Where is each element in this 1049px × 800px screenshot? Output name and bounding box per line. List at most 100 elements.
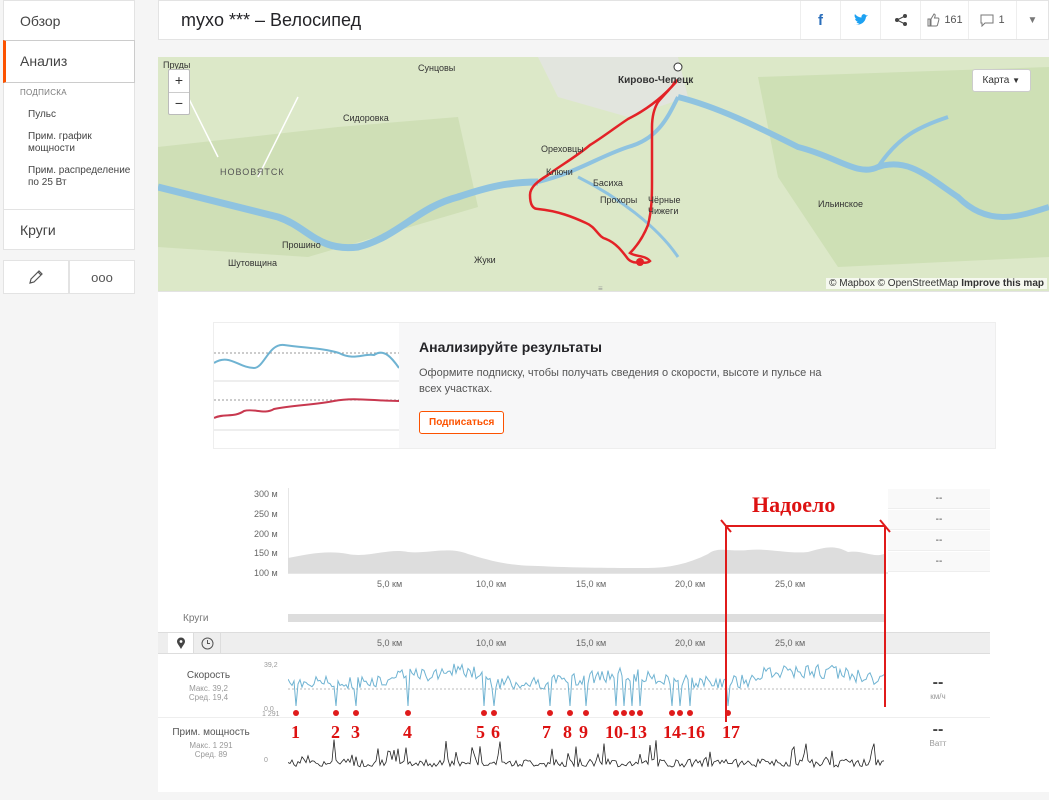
stream-x-tick: 15,0 км	[576, 638, 607, 648]
speed-graph[interactable]	[288, 658, 888, 718]
sidebar-item-power-distribution[interactable]: Прим. распределение по 25 Вт	[28, 165, 131, 188]
subscribe-button[interactable]: Подписаться	[419, 411, 505, 434]
annotation-marker: 4	[403, 722, 412, 742]
clock-icon	[201, 637, 214, 649]
power-value: --	[932, 721, 944, 738]
map-label-proshino: Прошино	[282, 240, 321, 250]
mapbox-credit-link[interactable]: © Mapbox	[829, 278, 875, 289]
osm-credit-link[interactable]: © OpenStreetMap	[877, 278, 959, 289]
route-map[interactable]: Пруды Сунцовы Кирово-Чепецк Сидоровка НО…	[158, 57, 1049, 291]
map-label-klyuchi: Ключи	[546, 167, 573, 177]
speed-stream: Скорость Макс. 39,2 Сред. 19,4 39,2 0,0 …	[158, 658, 990, 718]
annotation-marker: 6	[491, 722, 500, 742]
elev-x-tick: 10,0 км	[476, 579, 507, 589]
elevation-profile[interactable]	[288, 488, 888, 588]
elev-x-tick: 15,0 км	[576, 579, 607, 589]
location-toggle[interactable]	[168, 633, 194, 653]
activity-title: myxo *** – Велосипед	[181, 9, 362, 30]
share-button[interactable]	[880, 1, 920, 39]
stream-x-tick: 25,0 км	[775, 638, 806, 648]
improve-map-link[interactable]: Improve this map	[961, 278, 1044, 289]
elev-stat: --	[888, 552, 990, 572]
more-icon: ooo	[91, 269, 113, 285]
activity-header: myxo *** – Велосипед f 161 1 ▼	[158, 0, 1049, 40]
annotation-marker: 7	[542, 722, 551, 742]
elev-y-tick: 150 м	[254, 548, 278, 558]
power-avg: Сред. 89	[194, 750, 228, 759]
promo-body: Оформите подписку, чтобы получать сведен…	[419, 367, 822, 395]
promo-title: Анализируйте результаты	[419, 339, 602, 355]
annotation-marker: 10-13	[605, 722, 647, 742]
power-readout: -- Ватт	[898, 721, 978, 748]
power-label: Прим. мощность	[172, 727, 250, 738]
map-attribution: © Mapbox © OpenStreetMap Improve this ma…	[826, 278, 1047, 289]
elev-y-tick: 200 м	[254, 529, 278, 539]
elev-x-tick: 5,0 км	[377, 579, 403, 589]
facebook-icon: f	[818, 11, 823, 29]
twitter-share-button[interactable]	[840, 1, 880, 39]
header-menu-button[interactable]: ▼	[1016, 1, 1048, 39]
laps-label: Круги	[183, 613, 209, 624]
power-legend: Прим. мощность Макс. 1 291 Сред. 89	[166, 727, 256, 759]
subscription-section: ПОДПИСКА Пульс Прим. график мощности При…	[4, 82, 134, 209]
sidebar-item-power-curve[interactable]: Прим. график мощности	[28, 131, 92, 154]
map-label-basikha: Басиха	[593, 178, 623, 188]
stream-x-tick: 5,0 км	[377, 638, 403, 648]
chevron-down-icon: ▼	[1027, 14, 1038, 26]
map-label-zhuki: Жуки	[474, 255, 496, 265]
main: myxo *** – Велосипед f 161 1 ▼	[158, 0, 1049, 792]
speed-label: Скорость	[186, 670, 231, 681]
map-label-orekhovtsy: Ореховцы	[541, 144, 584, 154]
elev-stat: --	[888, 531, 990, 551]
map-resize-handle[interactable]: ≡	[598, 284, 603, 293]
power-y-max: 1 291	[262, 711, 280, 718]
map-type-label: Карта	[982, 75, 1010, 86]
annotation-marker: 14-16	[663, 722, 705, 742]
zoom-in-button[interactable]: +	[174, 72, 184, 88]
annotation-marker: 3	[351, 722, 360, 742]
promo-text: Анализируйте результаты Оформите подписк…	[399, 323, 839, 448]
map-label-shutovshchina: Шутовщина	[228, 258, 277, 268]
streams-toolbar: 5,0 км 10,0 км 15,0 км 20,0 км 25,0 км	[158, 632, 990, 654]
caret-down-icon: ▼	[1012, 76, 1020, 85]
thumbs-up-icon	[927, 13, 940, 27]
kudos-button[interactable]: 161	[920, 1, 968, 39]
power-y-min: 0	[264, 757, 268, 764]
comments-button[interactable]: 1	[968, 1, 1016, 39]
elev-y-tick: 250 м	[254, 509, 278, 519]
time-toggle[interactable]	[195, 633, 221, 653]
elev-stat: --	[888, 489, 990, 509]
map-label-ilinskoe: Ильинское	[818, 199, 863, 209]
map-type-dropdown[interactable]: Карта ▼	[971, 69, 1031, 92]
analysis-content: ≡ Анализируйте результаты Оформите подпи…	[158, 284, 1049, 792]
sidebar-item-analysis[interactable]: Анализ	[3, 40, 135, 83]
zoom-out-button[interactable]: −	[169, 92, 189, 114]
sidebar-item-heart-rate[interactable]: Пульс	[28, 109, 57, 120]
kudos-count: 161	[944, 14, 963, 26]
map-label-prokhory: Прохоры	[600, 195, 638, 205]
sidebar-item-laps[interactable]: Круги	[4, 209, 134, 249]
more-button[interactable]: ooo	[69, 260, 135, 294]
sidebar-item-overview[interactable]: Обзор	[20, 13, 61, 29]
speed-unit: км/ч	[930, 692, 946, 701]
sidebar: Обзор Анализ ПОДПИСКА Пульс Прим. график…	[3, 0, 135, 294]
facebook-share-button[interactable]: f	[800, 1, 840, 39]
pencil-icon	[29, 270, 43, 284]
power-stream: Прим. мощность Макс. 1 291 Сред. 89 1 29…	[158, 711, 990, 779]
speed-avg: Сред. 19,4	[188, 693, 229, 702]
speed-readout: -- км/ч	[898, 674, 978, 701]
comment-icon	[980, 14, 994, 27]
annotation-marker: 9	[579, 722, 588, 742]
sidebar-nav: Обзор Анализ ПОДПИСКА Пульс Прим. график…	[3, 0, 135, 250]
map-label-sidorovka: Сидоровка	[343, 113, 389, 123]
laps-bar[interactable]	[288, 614, 885, 622]
annotation-marker: 5	[476, 722, 485, 742]
edit-button[interactable]	[3, 260, 69, 294]
stream-x-tick: 20,0 км	[675, 638, 706, 648]
map-label-chernye-chizhegi: Чёрные Чижеги	[648, 195, 681, 216]
elev-y-tick: 300 м	[254, 489, 278, 499]
power-graph[interactable]	[288, 709, 888, 769]
elev-x-tick: 25,0 км	[775, 579, 806, 589]
map-label-kirovo-chepetsk: Кирово-Чепецк	[618, 75, 694, 86]
power-max: Макс. 1 291	[189, 741, 233, 750]
